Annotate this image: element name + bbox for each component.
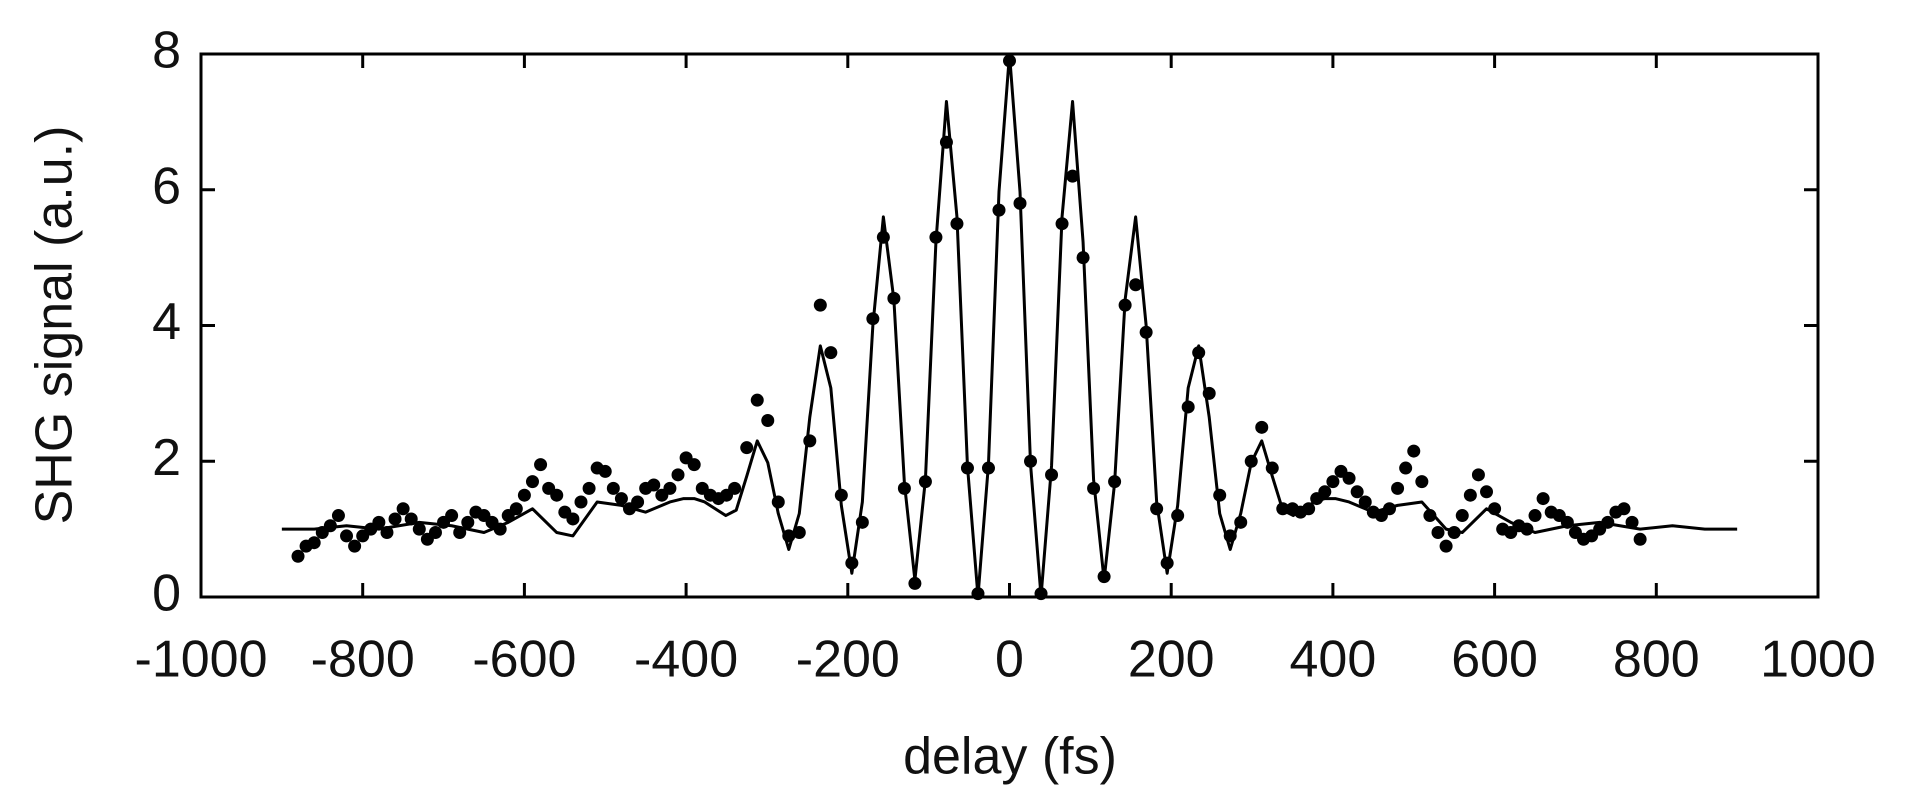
data-point (761, 414, 775, 428)
data-point (461, 515, 475, 529)
data-point (348, 539, 362, 553)
x-tick-label: -800 (311, 631, 415, 689)
x-tick-label: 600 (1451, 631, 1538, 689)
data-point (372, 515, 386, 529)
data-point (598, 464, 612, 478)
data-point (1455, 509, 1469, 523)
x-tick-label: 0 (995, 631, 1024, 689)
y-tick-label: 6 (152, 157, 181, 215)
y-tick-label: 0 (152, 565, 181, 623)
data-point (582, 481, 596, 495)
data-point (1342, 471, 1356, 485)
y-axis-label: SHG signal (a.u.) (26, 126, 84, 525)
data-point (647, 478, 661, 492)
data-point (534, 458, 548, 472)
data-point (1625, 515, 1639, 529)
data-point (663, 481, 677, 495)
data-point (908, 576, 922, 590)
y-tick-label: 2 (152, 429, 181, 487)
data-point (750, 393, 764, 407)
data-point (574, 495, 588, 509)
data-point (740, 441, 754, 455)
data-point (671, 468, 685, 482)
data-point (1536, 492, 1550, 506)
data-point (1391, 481, 1405, 495)
data-point (1318, 485, 1332, 499)
data-point (1431, 526, 1445, 540)
y-tick-label: 4 (152, 293, 181, 351)
data-point (1480, 485, 1494, 499)
x-tick-label: 800 (1613, 631, 1700, 689)
data-point (1617, 502, 1631, 516)
data-point (1399, 461, 1413, 475)
data-point (1633, 532, 1647, 546)
data-point (1350, 485, 1364, 499)
data-point (331, 509, 345, 523)
x-tick-label: -400 (634, 631, 738, 689)
data-point (1415, 475, 1429, 489)
data-point (428, 526, 442, 540)
data-point (1326, 475, 1340, 489)
data-point (728, 481, 742, 495)
data-point (388, 512, 402, 526)
x-tick-label: -600 (472, 631, 576, 689)
x-tick-label: 400 (1290, 631, 1377, 689)
data-point (1471, 468, 1485, 482)
data-point (1255, 420, 1269, 434)
x-tick-label: 1000 (1760, 631, 1876, 689)
data-point (1528, 509, 1542, 523)
data-point (396, 502, 410, 516)
data-point (1463, 488, 1477, 502)
data-point (525, 475, 539, 489)
x-axis-label: delay (fs) (903, 728, 1117, 786)
x-tick-label: -1000 (135, 631, 268, 689)
data-point (517, 488, 531, 502)
x-tick-label: -200 (796, 631, 900, 689)
data-point (614, 492, 628, 506)
data-point (1129, 278, 1143, 292)
data-point (307, 536, 321, 550)
data-point (1407, 444, 1421, 458)
data-point (606, 481, 620, 495)
data-point (1439, 539, 1453, 553)
data-point (412, 522, 426, 536)
fit-line (281, 52, 1738, 598)
data-point (566, 512, 580, 526)
data-point (445, 509, 459, 523)
data-point (340, 529, 354, 543)
data-point (291, 549, 305, 563)
data-point (1423, 509, 1437, 523)
data-point (1358, 495, 1372, 509)
y-tick-label: 8 (152, 22, 181, 80)
plot-frame (199, 52, 1820, 599)
data-point (631, 495, 645, 509)
data-point (813, 298, 827, 312)
data-point (687, 458, 701, 472)
data-point (1302, 502, 1316, 516)
x-tick-label: 200 (1128, 631, 1215, 689)
data-point (824, 346, 838, 360)
data-point (1066, 169, 1080, 183)
data-point (550, 488, 564, 502)
data-point (509, 502, 523, 516)
